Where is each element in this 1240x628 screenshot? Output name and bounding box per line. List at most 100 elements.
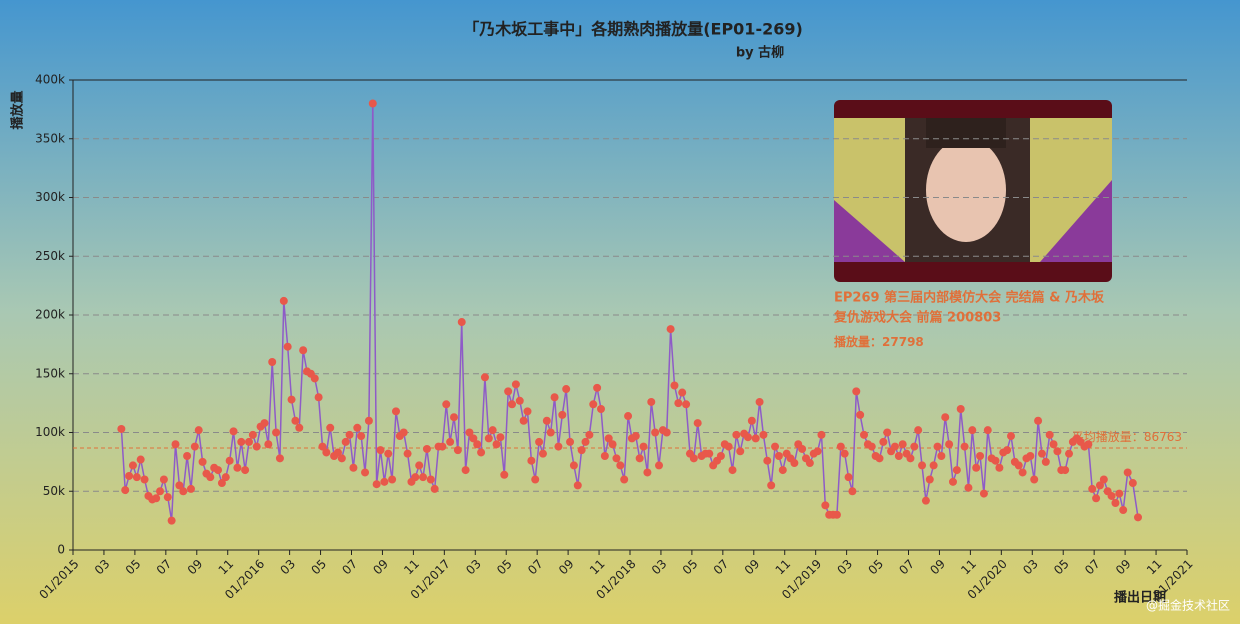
data-point (666, 325, 675, 334)
data-point (821, 501, 830, 510)
data-point (1119, 506, 1128, 515)
data-point (275, 454, 284, 463)
data-point (906, 454, 915, 463)
data-point (581, 437, 590, 446)
data-point (751, 434, 760, 443)
data-point (662, 428, 671, 437)
data-point (616, 461, 625, 470)
data-point (674, 399, 683, 408)
data-point (759, 430, 768, 439)
data-point (1034, 416, 1043, 425)
data-point (767, 481, 776, 490)
data-point (1037, 449, 1046, 458)
data-point (531, 475, 540, 484)
data-point (511, 380, 520, 389)
y-tick-label: 150k (35, 366, 65, 380)
data-point (608, 440, 617, 449)
data-point (295, 423, 304, 432)
data-point (384, 449, 393, 458)
data-point (198, 457, 207, 466)
data-point (1099, 475, 1108, 484)
data-point (631, 432, 640, 441)
data-point (1128, 479, 1137, 488)
image-shape (1040, 180, 1112, 262)
data-point (682, 400, 691, 409)
data-point (1045, 430, 1054, 439)
data-point (960, 442, 969, 451)
data-point (519, 416, 528, 425)
data-point (233, 463, 242, 472)
data-point (318, 442, 327, 451)
data-point (391, 407, 400, 416)
data-point (333, 448, 342, 457)
data-point (179, 487, 188, 496)
data-point (500, 470, 509, 479)
data-point (774, 452, 783, 460)
data-point (241, 466, 250, 475)
data-point (279, 296, 288, 305)
data-point (542, 416, 551, 425)
data-point (554, 442, 563, 451)
data-point (538, 449, 547, 458)
data-point (380, 477, 389, 486)
data-point (964, 483, 973, 492)
data-point (1061, 466, 1070, 475)
data-point (453, 446, 462, 455)
data-point (167, 516, 176, 525)
data-point (600, 452, 609, 460)
data-point (569, 461, 578, 470)
data-point (171, 440, 180, 449)
data-point (705, 449, 714, 458)
data-point (237, 437, 246, 446)
data-point (655, 461, 664, 470)
data-point (388, 475, 397, 484)
data-point (805, 459, 814, 468)
data-point (844, 473, 853, 482)
data-point (736, 447, 745, 456)
data-point (194, 426, 203, 435)
data-point (337, 454, 346, 463)
data-point (1049, 440, 1058, 449)
data-point (678, 388, 687, 397)
data-point (593, 383, 602, 392)
data-point (1026, 452, 1035, 460)
data-point (948, 477, 957, 486)
data-point (693, 419, 702, 428)
data-point (1115, 489, 1124, 498)
average-label-text: 平均播放量： (1072, 429, 1144, 444)
chart-subtitle: by 古柳 (736, 45, 784, 61)
data-point (186, 484, 195, 493)
tooltip-value-number: 27798 (882, 335, 924, 349)
data-point (484, 434, 493, 443)
data-point (639, 442, 648, 451)
data-point (1007, 432, 1016, 441)
data-point (929, 461, 938, 470)
data-point (573, 481, 582, 490)
data-point (136, 455, 145, 464)
data-point (643, 468, 652, 477)
data-point (1065, 449, 1074, 458)
data-point (225, 456, 234, 465)
data-point (132, 473, 141, 482)
data-point (562, 385, 571, 394)
data-point (326, 423, 335, 432)
data-point (446, 437, 455, 446)
data-point (214, 466, 223, 475)
data-point (956, 405, 965, 413)
data-point (755, 397, 764, 406)
data-point (689, 454, 698, 463)
data-point (976, 452, 985, 460)
y-tick-label: 100k (35, 425, 65, 439)
data-point (1123, 468, 1132, 477)
y-axis-label: 播放量 (10, 90, 26, 129)
data-point (1003, 446, 1012, 455)
data-point (790, 459, 799, 468)
data-point (995, 463, 1004, 472)
data-point (125, 471, 134, 480)
data-point (156, 487, 165, 496)
tooltip-title: EP269 第三届内部模仿大会 完结篇 & 乃木坂 (834, 290, 1105, 306)
data-point (473, 440, 482, 449)
data-point (612, 454, 621, 463)
data-point (945, 440, 954, 449)
